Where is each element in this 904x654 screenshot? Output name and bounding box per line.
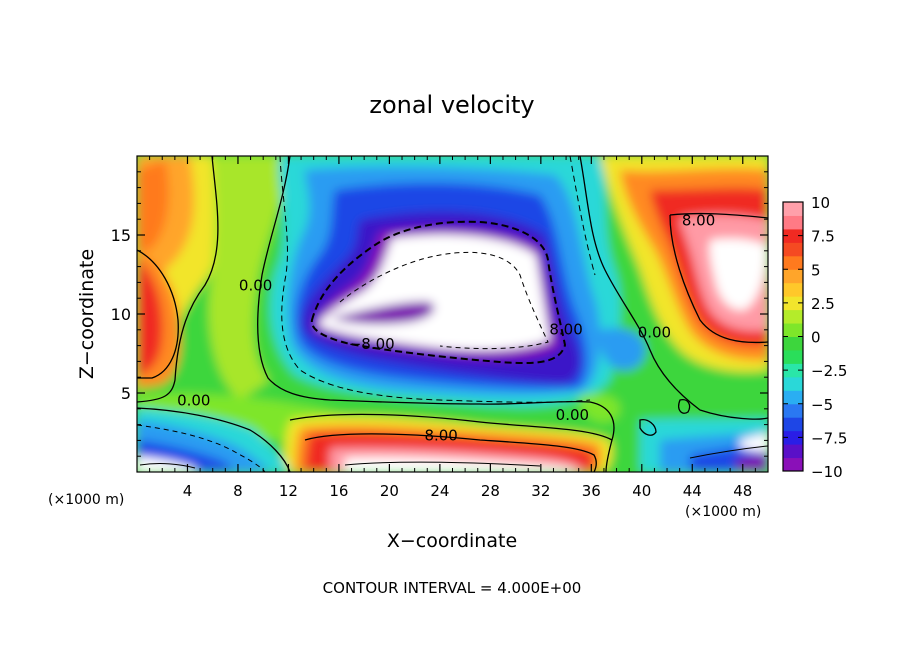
colorbar-band [783,296,803,311]
x-axis-unit-left: (×1000 m) [48,492,124,508]
plot-area: 0.00 0.00 −8.00 8.00 0.00 8.00 0.00 8.00 [137,156,768,472]
colorbar-tick-label: 0 [811,329,821,347]
y-tick-label: 10 [111,305,131,324]
contour-label: 8.00 [549,321,582,339]
colorbar-band [783,215,803,230]
colorbar-tick-label: −5 [811,396,833,414]
x-axis-unit-right: (×1000 m) [685,504,761,520]
x-axis-label: X−coordinate [387,530,517,552]
contour-label: 0.00 [177,392,210,410]
x-tick-label: 28 [481,482,500,500]
colorbar-band [783,444,803,459]
colorbar-band [783,202,803,216]
x-tick-label: 48 [733,482,752,500]
colorbar-band [783,336,803,351]
x-tick-label: 16 [329,482,348,500]
colorbar-band [783,363,803,378]
y-axis-label: Z−coordinate [76,249,98,379]
colorbar-band [783,349,803,364]
colorbar-tick-label: −2.5 [811,362,847,380]
colorbar-tick-label: 5 [811,261,821,279]
x-tick-label: 32 [531,482,550,500]
colorbar-tick-label: −7.5 [811,429,847,447]
x-tick-label: 8 [233,482,243,500]
colorbar-band [783,403,803,418]
contour-label: 0.00 [239,276,272,294]
colorbar-band [783,269,803,284]
colorbar-tick-label: 7.5 [811,228,835,246]
y-tick-label: 5 [121,384,131,403]
color-field [137,156,768,472]
y-tick-label: 15 [111,226,131,245]
contour-interval-note: CONTOUR INTERVAL = 4.000E+00 [323,579,582,597]
colorbar-band [783,430,803,445]
x-tick-label: 20 [380,482,399,500]
contour-label: 8.00 [682,212,715,230]
colorbar-band [783,309,803,324]
colorbar-tick-label: 2.5 [811,295,835,313]
contour-label: 0.00 [556,406,589,424]
colorbar-tick-label: 10 [811,194,830,212]
contour-label: 8.00 [424,426,457,444]
chart-title: zonal velocity [369,91,534,119]
colorbar-band [783,417,803,432]
colorbar-band [783,390,803,405]
x-axis: 4 8 12 16 20 24 28 32 36 40 44 48 [149,156,756,500]
colorbar-band [783,282,803,297]
colorbar-band [783,457,803,472]
x-tick-label: 24 [430,482,449,500]
contour-labels: 0.00 0.00 −8.00 8.00 0.00 8.00 0.00 8.00 [177,212,715,445]
colorbar-tick-label: −10 [811,463,843,481]
colorbar-band [783,376,803,391]
x-tick-label: 4 [183,482,193,500]
x-tick-label: 40 [632,482,651,500]
colorbar-band [783,242,803,257]
y-axis: 5 10 15 [111,171,768,457]
x-tick-label: 12 [279,482,298,500]
contour-label: 0.00 [638,324,671,342]
contour-lines [137,156,768,472]
colorbar: 10 7.5 5 2.5 0 −2.5 −5 −7.5 −10 [782,194,847,481]
x-tick-label: 36 [582,482,601,500]
x-tick-label: 44 [683,482,702,500]
colorbar-band [783,255,803,270]
colorbar-band [783,323,803,337]
contour-label: −8.00 [349,335,395,353]
colorbar-band [783,228,803,243]
